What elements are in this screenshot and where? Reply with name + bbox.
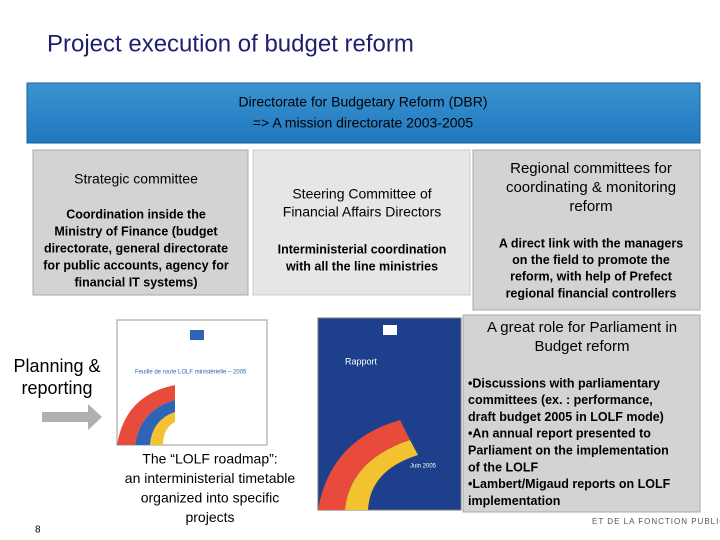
arrow	[42, 404, 102, 430]
banner	[26, 82, 701, 144]
side-label: reporting	[21, 378, 92, 398]
box-title: coordinating & monitoring	[506, 179, 676, 196]
box-detail: regional financial controllers	[506, 286, 677, 300]
document-date: Juin 2005	[410, 464, 437, 470]
document-roadmap: Feuille de route LOLF ministérielle – 20…	[116, 319, 268, 446]
box-parliament	[462, 314, 701, 513]
box-detail: Coordination inside the	[66, 207, 206, 221]
box-detail: A direct link with the managers	[499, 236, 683, 250]
box-detail: financial IT systems)	[75, 275, 198, 289]
banner-line: Directorate for Budgetary Reform (DBR)	[239, 94, 488, 110]
box-detail: Interministerial coordination	[278, 242, 447, 256]
box-detail: on the field to promote the	[512, 253, 670, 267]
box-regional	[472, 149, 701, 311]
parliament-bullet: draft budget 2005 in LOLF mode)	[468, 410, 664, 424]
box-title: Financial Affairs Directors	[283, 204, 441, 220]
box-detail: with all the line ministries	[285, 259, 438, 273]
document-report: Rapport Juin 2005	[317, 317, 462, 511]
parliament-bullet: Parliament on the implementation	[468, 443, 669, 457]
box-title: reform	[569, 198, 612, 215]
parliament-bullet: •Discussions with parliamentary	[468, 376, 660, 390]
box-title: Regional committees for	[510, 160, 672, 177]
parliament-title: Budget reform	[534, 338, 629, 355]
caption-line: organized into specific	[141, 490, 280, 506]
footer-logo: ET DE LA FONCTION PUBLIQUE	[592, 517, 720, 526]
banner-line: => A mission directorate 2003-2005	[253, 115, 473, 131]
document-title: Feuille de route LOLF ministérielle – 20…	[135, 370, 247, 376]
document-title: Rapport	[345, 356, 378, 366]
parliament-bullet: committees (ex. : performance,	[468, 393, 653, 407]
box-detail: directorate, general directorate	[44, 241, 228, 255]
parliament-bullet: implementation	[468, 494, 560, 508]
parliament-bullet: of the LOLF	[468, 460, 538, 474]
box-detail: for public accounts, agency for	[43, 258, 229, 272]
title: Project execution of budget reform	[47, 30, 414, 57]
side-label: Planning &	[13, 356, 100, 376]
caption-line: an interministerial timetable	[125, 470, 296, 486]
parliament-bullet: •An annual report presented to	[468, 427, 651, 441]
caption-line: The “LOLF roadmap”:	[142, 451, 277, 467]
box-detail: reform, with help of Prefect	[510, 270, 673, 284]
caption-line: projects	[185, 509, 234, 525]
box-detail: Ministry of Finance (budget	[54, 224, 218, 238]
parliament-title: A great role for Parliament in	[487, 319, 677, 336]
box-title: Strategic committee	[74, 171, 198, 187]
box-title: Steering Committee of	[292, 186, 431, 202]
box-strategic	[32, 149, 249, 296]
page-number: 8	[35, 525, 41, 536]
box-steering	[252, 149, 471, 296]
parliament-bullet: •Lambert/Migaud reports on LOLF	[468, 477, 671, 491]
